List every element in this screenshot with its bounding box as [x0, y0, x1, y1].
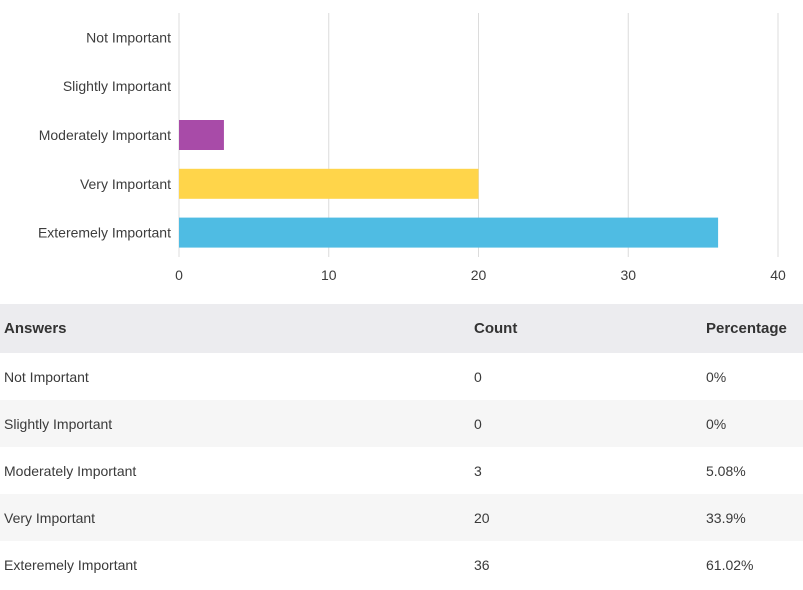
count-cell: 0: [474, 368, 482, 385]
answer-cell: Exteremely Important: [4, 556, 138, 573]
table-row: Not Important 0 0%: [0, 353, 803, 400]
answer-cell: Not Important: [4, 368, 89, 385]
bar: [179, 168, 479, 199]
table-row: Moderately Important 3 5.08%: [0, 447, 803, 494]
answers-column-header: Answers: [0, 304, 474, 353]
x-tick-label: 30: [620, 267, 636, 283]
bar: [179, 217, 719, 248]
count-column-header: Count: [474, 304, 706, 353]
table-row: Slightly Important 0 0%: [0, 400, 803, 447]
x-tick-label: 0: [175, 267, 183, 283]
answers-table: Answers Count Percentage Not Important 0…: [0, 304, 803, 588]
percentage-cell: 5.08%: [706, 462, 746, 479]
count-cell: 20: [474, 494, 706, 541]
x-tick-label: 10: [321, 267, 337, 283]
category-label: Slightly Important: [63, 78, 171, 94]
answer-cell: Very Important: [0, 494, 474, 541]
percentage-cell: 61.02%: [706, 556, 754, 573]
table-header-row: Answers Count Percentage: [0, 304, 803, 353]
table-row: Exteremely Important 36 61.02%: [0, 541, 803, 588]
percentage-cell: 0%: [706, 400, 803, 447]
count-cell: 3: [474, 462, 482, 479]
x-tick-label: 40: [770, 267, 786, 283]
percentage-cell: 0%: [706, 368, 727, 385]
count-cell: 0: [474, 400, 706, 447]
answer-cell: Moderately Important: [4, 462, 137, 479]
count-cell: 36: [474, 556, 490, 573]
percentage-column-header: Percentage: [706, 304, 803, 353]
table-row: Very Important 20 33.9%: [0, 494, 803, 541]
x-tick-label: 20: [471, 267, 487, 283]
bar-chart: 0 10 20 30 40 Not Important Slightly Important…: [38, 13, 786, 283]
category-label: Exteremely Important: [38, 225, 171, 241]
answer-cell: Slightly Important: [0, 400, 474, 447]
category-label: Very Important: [80, 176, 171, 192]
percentage-cell: 33.9%: [706, 494, 803, 541]
category-label: Not Important: [86, 29, 171, 45]
category-label: Moderately Important: [39, 127, 171, 143]
bar: [179, 120, 224, 150]
